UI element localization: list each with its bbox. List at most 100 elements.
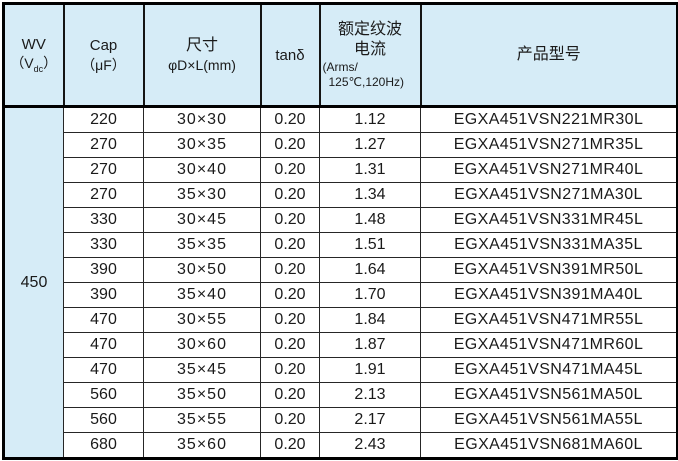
header-row: WV （Vdc） Cap （μF） 尺寸 φD×L(mm) tanδ 额定纹波 … (2, 2, 678, 108)
table-row: 390 35×40 0.20 1.70 EGXA451VSN391MA40L (4, 282, 678, 308)
cell-tand: 0.20 (260, 282, 320, 308)
cell-ripple: 1.48 (319, 207, 421, 233)
col-header-model: 产品型号 (419, 2, 678, 108)
table-row: 680 35×60 0.20 2.43 EGXA451VSN681MA60L (4, 432, 678, 459)
cell-ripple: 2.43 (319, 432, 421, 459)
cell-ripple: 1.51 (319, 232, 421, 258)
cell-size: 35×35 (143, 232, 261, 258)
cap-unit: （μF） (81, 56, 126, 73)
cell-tand: 0.20 (260, 332, 320, 358)
wv-unit: （Vdc） (10, 55, 58, 74)
col-header-tand: tanδ (259, 2, 321, 108)
cell-cap: 270 (63, 182, 144, 208)
cell-tand: 0.20 (260, 407, 320, 433)
cell-ripple: 1.34 (319, 182, 421, 208)
cell-model: EGXA451VSN391MA40L (420, 282, 678, 308)
cell-model: EGXA451VSN271MR35L (420, 132, 678, 158)
wv-title: WV (21, 35, 46, 53)
cell-ripple: 1.31 (319, 157, 421, 183)
cell-tand: 0.20 (260, 132, 320, 158)
cell-size: 30×50 (143, 257, 261, 283)
cell-ripple: 1.84 (319, 307, 421, 333)
cell-cap: 330 (63, 232, 144, 258)
cell-tand: 0.20 (260, 106, 320, 133)
ripple-title-line1: 额定纹波 (337, 21, 402, 38)
col-header-size: 尺寸 φD×L(mm) (142, 2, 262, 108)
table-row: 470 35×45 0.20 1.91 EGXA451VSN471MA45L (4, 357, 678, 383)
cell-cap: 470 (63, 332, 144, 358)
cell-tand: 0.20 (260, 207, 320, 233)
cell-size: 30×45 (143, 207, 261, 233)
model-title: 产品型号 (516, 46, 581, 63)
col-header-cap: Cap （μF） (62, 2, 145, 108)
cell-tand: 0.20 (260, 382, 320, 408)
cell-model: EGXA451VSN561MA50L (420, 382, 678, 408)
wv-value-cell: 450 (3, 106, 64, 459)
cell-tand: 0.20 (260, 357, 320, 383)
table-row: 470 30×60 0.20 1.87 EGXA451VSN471MR60L (4, 332, 678, 358)
cell-ripple: 1.87 (319, 332, 421, 358)
cell-size: 30×40 (143, 157, 261, 183)
cell-size: 30×35 (143, 132, 261, 158)
table-row: 390 30×50 0.20 1.64 EGXA451VSN391MR50L (4, 257, 678, 283)
cell-size: 30×55 (143, 307, 261, 333)
table-row: 270 30×40 0.20 1.31 EGXA451VSN271MR40L (4, 157, 678, 183)
cell-tand: 0.20 (260, 432, 320, 459)
cell-cap: 390 (63, 257, 144, 283)
ripple-title-line2: 电流 (353, 41, 386, 58)
cell-cap: 560 (63, 382, 144, 408)
cell-tand: 0.20 (260, 257, 320, 283)
cell-ripple: 2.17 (319, 407, 421, 433)
cell-ripple: 1.12 (319, 106, 421, 133)
cell-model: EGXA451VSN681MA60L (420, 432, 678, 459)
cell-model: EGXA451VSN561MA55L (420, 407, 678, 433)
cell-model: EGXA451VSN331MA35L (420, 232, 678, 258)
cell-model: EGXA451VSN391MR50L (420, 257, 678, 283)
cell-model: EGXA451VSN471MA45L (420, 357, 678, 383)
cell-size: 35×60 (143, 432, 261, 459)
cell-cap: 560 (63, 407, 144, 433)
size-title: 尺寸 (185, 36, 218, 54)
ripple-unit-line2: 125℃,120Hz) (328, 75, 405, 89)
cell-ripple: 1.27 (319, 132, 421, 158)
table-row: 450 220 30×30 0.20 1.12 EGXA451VSN221MR30L (3, 106, 678, 459)
cell-model: EGXA451VSN471MR55L (420, 307, 678, 333)
ripple-unit-line1: (Arms/ (322, 60, 358, 74)
cell-ripple: 1.70 (319, 282, 421, 308)
col-header-wv: WV （Vdc） (2, 2, 65, 108)
cell-size: 35×45 (143, 357, 261, 383)
table-row: 270 35×30 0.20 1.34 EGXA451VSN271MA30L (4, 182, 678, 208)
cell-ripple: 2.13 (319, 382, 421, 408)
cell-cap: 330 (63, 207, 144, 233)
cell-cap: 270 (63, 132, 144, 158)
cell-size: 30×30 (143, 106, 261, 133)
table-row: 330 30×45 0.20 1.48 EGXA451VSN331MR45L (4, 207, 678, 233)
cell-size: 30×60 (143, 332, 261, 358)
cell-tand: 0.20 (260, 307, 320, 333)
tand-title: tanδ (275, 46, 305, 64)
cell-size: 35×50 (143, 382, 261, 408)
col-header-ripple: 额定纹波 电流 (Arms/ 125℃,120Hz) (318, 2, 422, 108)
cell-model: EGXA451VSN331MR45L (420, 207, 678, 233)
cell-model: EGXA451VSN271MA30L (420, 182, 678, 208)
cell-ripple: 1.64 (319, 257, 421, 283)
cell-size: 35×55 (143, 407, 261, 433)
table-row: 560 35×55 0.20 2.17 EGXA451VSN561MA55L (4, 407, 678, 433)
cell-size: 35×40 (143, 282, 261, 308)
cell-cap: 390 (63, 282, 144, 308)
table-row: 470 30×55 0.20 1.84 EGXA451VSN471MR55L (4, 307, 678, 333)
cell-tand: 0.20 (260, 157, 320, 183)
cell-tand: 0.20 (260, 182, 320, 208)
table-row: 270 30×35 0.20 1.27 EGXA451VSN271MR35L (4, 132, 678, 158)
ripple-unit: (Arms/ 125℃,120Hz) (321, 60, 420, 90)
cell-ripple: 1.91 (319, 357, 421, 383)
cell-cap: 470 (63, 307, 144, 333)
table-row: 330 35×35 0.20 1.51 EGXA451VSN331MA35L (4, 232, 678, 258)
cell-cap: 680 (63, 432, 144, 459)
cell-cap: 470 (63, 357, 144, 383)
cell-cap: 270 (63, 157, 144, 183)
cap-title: Cap (89, 37, 118, 55)
cell-cap: 220 (63, 106, 144, 133)
